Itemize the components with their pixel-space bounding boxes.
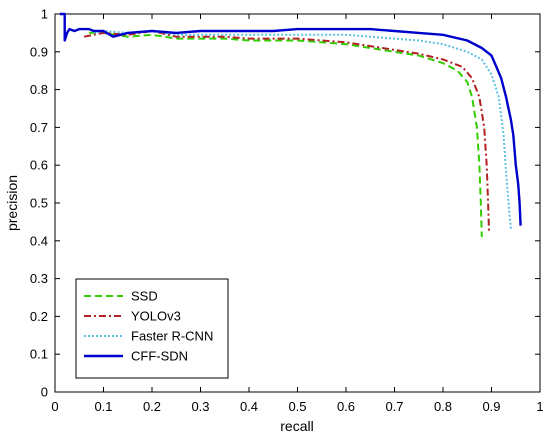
series-line-yolov3 [83,30,491,234]
x-tick-label: 0.6 [337,399,355,414]
x-tick-label: 0.4 [240,399,258,414]
x-tick-label: 0.8 [434,399,452,414]
y-tick-label: 0.6 [30,158,48,173]
legend: SSD YOLOv3 Faster R-CNN CFF-SDN [75,278,229,379]
y-tick-label: 0.8 [30,82,48,97]
legend-label: Faster R-CNN [131,329,213,344]
y-tick-label: 0.5 [30,196,48,211]
y-tick-label: 0 [41,385,48,400]
y-tick-label: 0.9 [30,44,48,59]
x-tick-label: 0.3 [191,399,209,414]
y-axis-label: precision [4,175,20,231]
y-tick-label: 0.7 [30,120,48,135]
y-tick-label: 0.4 [30,233,48,248]
x-tick-label: 1 [536,399,543,414]
series-line-cff-sdn [59,12,522,226]
x-tick-label: 0.5 [288,399,306,414]
x-tick-label: 0.9 [482,399,500,414]
x-axis-ticks: 0 0.1 0.2 0.3 0.4 0.5 0.6 0.7 0.8 0.9 1 [51,14,544,414]
y-tick-label: 1 [41,7,48,22]
x-axis-label: recall [280,418,313,434]
y-axis-ticks: 0 0.1 0.2 0.3 0.4 0.5 0.6 0.7 0.8 0.9 1 [30,7,540,400]
legend-label: SSD [131,289,158,304]
x-tick-label: 0.2 [143,399,161,414]
series-line-ssd [89,31,483,238]
y-tick-label: 0.2 [30,309,48,324]
legend-label: CFF-SDN [131,349,188,364]
x-tick-label: 0.1 [94,399,112,414]
series-layer [59,12,522,238]
x-tick-label: 0.7 [385,399,403,414]
y-tick-label: 0.1 [30,347,48,362]
series-line-faster-r-cnn [93,30,512,230]
x-tick-label: 0 [51,399,58,414]
y-tick-label: 0.3 [30,271,48,286]
legend-label: YOLOv3 [131,309,181,324]
